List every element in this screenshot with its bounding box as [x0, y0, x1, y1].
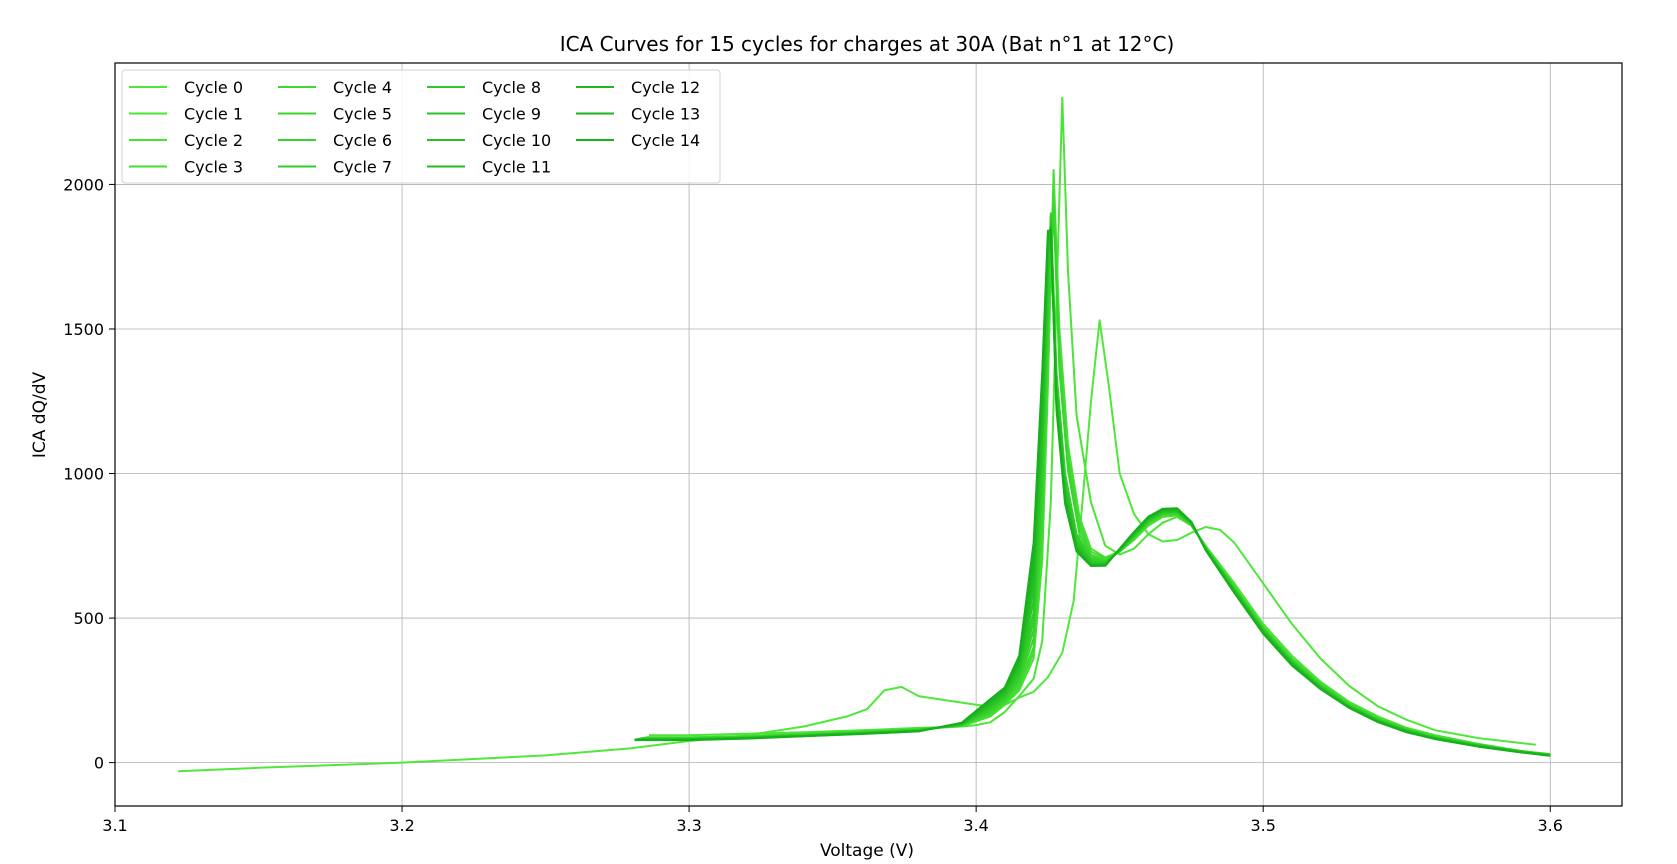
- series-line-cycle-14: [634, 229, 1551, 757]
- legend-box: [121, 69, 721, 184]
- y-axis-label: ICA dQ/dV: [30, 372, 50, 459]
- y-tick-label: 500: [73, 609, 104, 628]
- x-axis-label: Voltage (V): [820, 841, 914, 861]
- x-tick-label: 3.1: [102, 816, 127, 835]
- chart-legend: Cycle 0 Cycle 1 Cycle 2 Cycle 3 Cycle 4 Cycle…: [121, 69, 721, 184]
- x-tick-label: 3.4: [963, 816, 988, 835]
- x-tick-label: 3.6: [1538, 816, 1563, 835]
- legend-entry-label: Cycle 10: [482, 131, 551, 150]
- x-tick-label: 3.3: [676, 816, 701, 835]
- legend-entry-label: Cycle 13: [631, 105, 700, 124]
- legend-entry-label: Cycle 1: [184, 105, 243, 124]
- y-tick-label: 1500: [63, 320, 104, 339]
- legend-entry-label: Cycle 4: [333, 78, 392, 97]
- x-tick-label: 3.5: [1250, 816, 1275, 835]
- legend-entry-label: Cycle 8: [482, 78, 541, 97]
- legend-entry-label: Cycle 11: [482, 158, 551, 177]
- legend-entry-label: Cycle 12: [631, 78, 700, 97]
- x-tick-label: 3.2: [389, 816, 414, 835]
- x-axis-ticks: 3.1 3.2 3.3 3.4 3.5 3.6: [102, 806, 1563, 835]
- y-tick-label: 2000: [63, 175, 104, 194]
- chart-title: ICA Curves for 15 cycles for charges at …: [560, 32, 1175, 56]
- series-layer: [178, 96, 1551, 773]
- legend-entry-label: Cycle 7: [333, 158, 392, 177]
- y-tick-label: 0: [94, 754, 104, 773]
- legend-entry-label: Cycle 0: [184, 78, 243, 97]
- grid-lines: [114, 63, 1622, 806]
- legend-entry-label: Cycle 14: [631, 131, 700, 150]
- legend-entry-label: Cycle 2: [184, 131, 243, 150]
- legend-entry-label: Cycle 6: [333, 131, 392, 150]
- legend-entry-label: Cycle 9: [482, 105, 541, 124]
- plot-area-frame: [114, 62, 1623, 807]
- legend-entry-label: Cycle 5: [333, 105, 392, 124]
- y-tick-label: 1000: [63, 465, 104, 484]
- y-axis-ticks: 0 500 1000 1500 2000: [63, 175, 115, 773]
- legend-entry-label: Cycle 3: [184, 158, 243, 177]
